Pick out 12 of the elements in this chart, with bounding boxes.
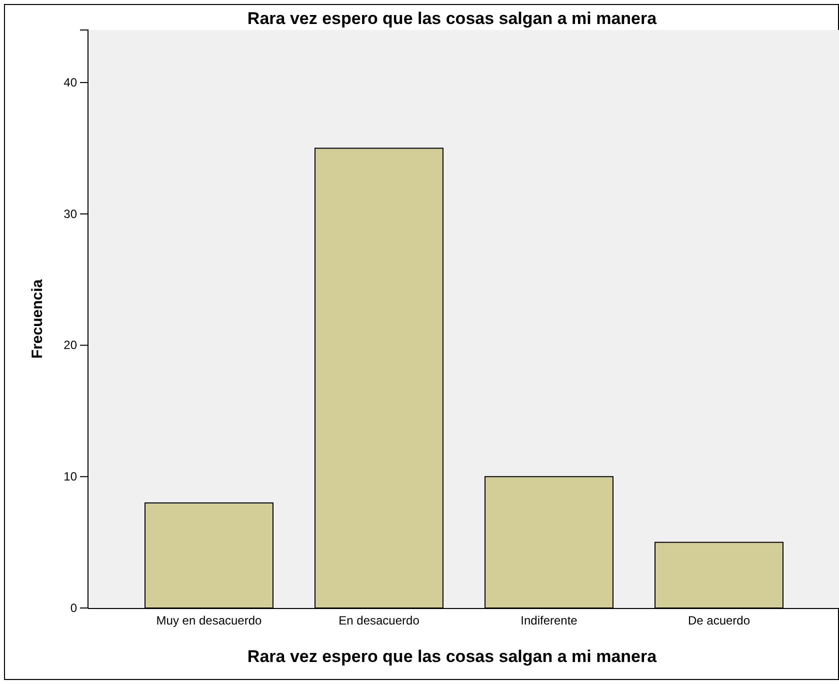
x-tick-label: Muy en desacuerdo — [156, 614, 262, 628]
y-tick-label: 40 — [64, 75, 78, 90]
y-tick-label: 10 — [64, 469, 78, 484]
x-tick-label: En desacuerdo — [338, 614, 420, 628]
x-tick-label: Indiferente — [520, 614, 578, 628]
y-tick-label: 0 — [70, 600, 78, 615]
y-axis-title: Frecuencia — [29, 278, 46, 359]
chart-title: Rara vez espero que las cosas salgan a mi manera — [247, 9, 658, 28]
y-tick-label: 20 — [64, 338, 78, 352]
y-tick-label: 30 — [64, 206, 78, 221]
x-tick-label: De acuerdo — [688, 614, 750, 628]
x-axis-title: Rara vez espero que las cosas salgan a mi manera — [247, 647, 658, 666]
